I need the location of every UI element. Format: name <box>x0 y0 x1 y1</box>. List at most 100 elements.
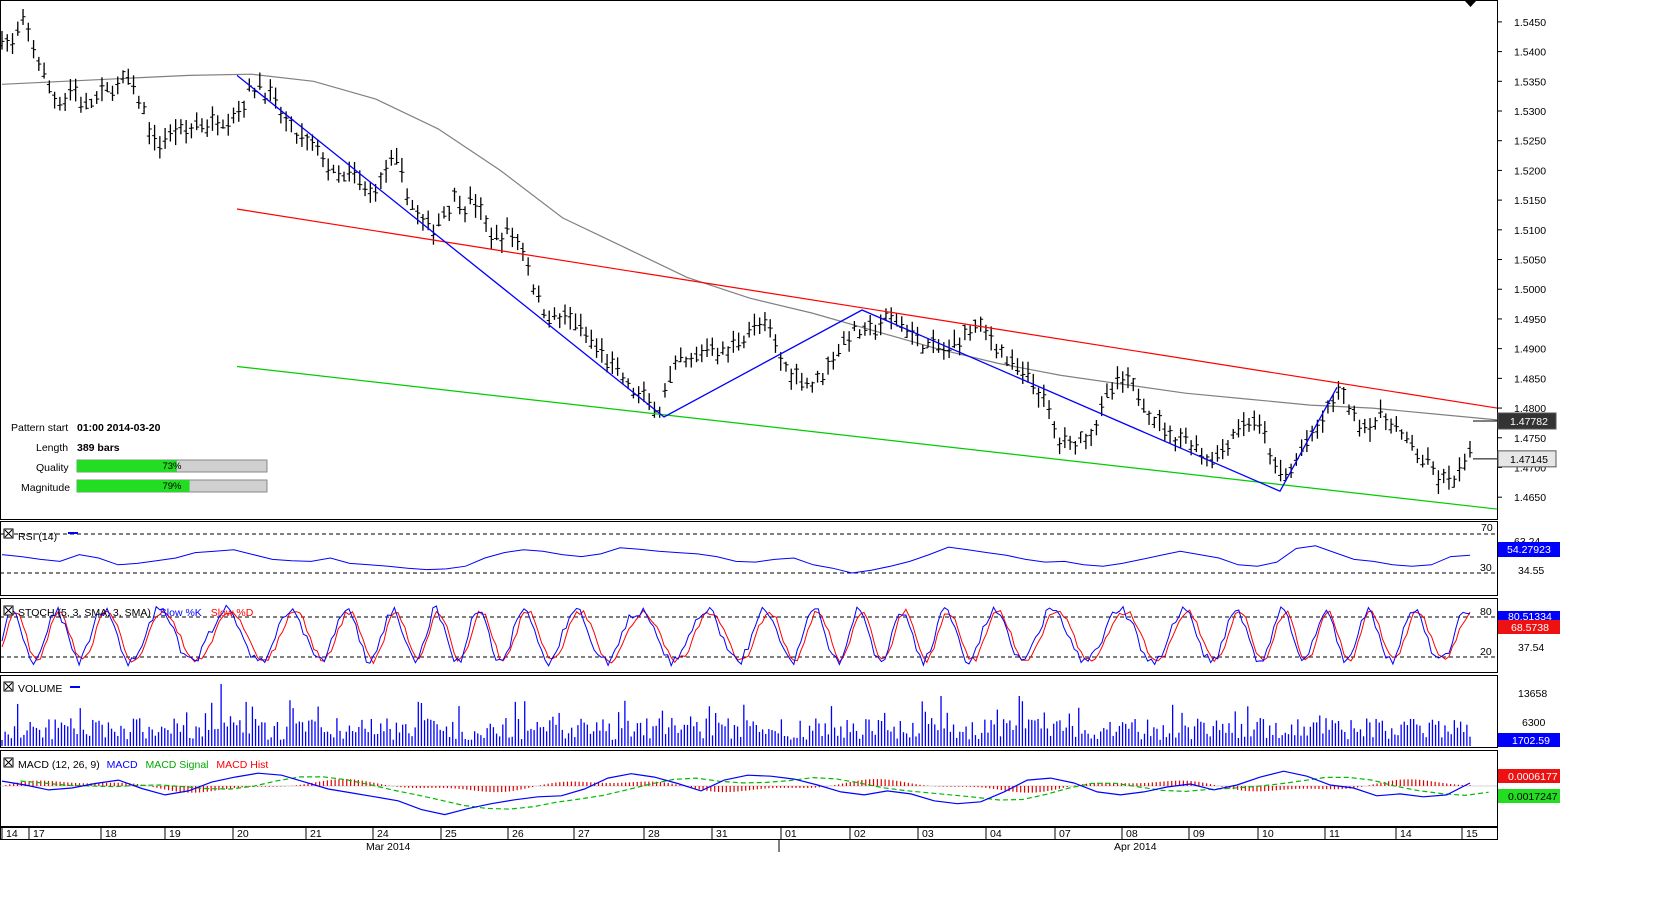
macd-panel: MACD (12, 26, 9) MACD MACD Signal MACD H… <box>0 757 1560 816</box>
price-tick-label: 1.4650 <box>1514 492 1546 504</box>
volume-tick-low: 6300 <box>1522 717 1546 729</box>
magnitude-label: Magnitude <box>21 482 70 494</box>
magnitude-value: 79% <box>162 481 182 492</box>
price-tick-label: 1.4950 <box>1514 314 1546 326</box>
stoch-panel: STOCH (5, 3, SMA, 3, SMA) Slow %K Slow %… <box>0 604 1560 668</box>
rsi-level-30: 30 <box>1480 562 1492 574</box>
quality-label: Quality <box>36 462 69 474</box>
zigzag-line <box>236 74 1338 493</box>
rsi-close-icon-cross <box>4 529 13 538</box>
time-tick-label: 24 <box>377 828 389 840</box>
length-label: Length <box>36 442 68 454</box>
time-tick-label: 19 <box>169 828 181 840</box>
price-tick-label: 1.4900 <box>1514 344 1546 356</box>
price-tick-label: 1.4850 <box>1514 373 1546 385</box>
time-tick-label: 17 <box>33 828 45 840</box>
stoch-d-last: 68.5738 <box>1511 622 1549 634</box>
time-tick-label: 25 <box>445 828 457 840</box>
stoch-level-20: 20 <box>1480 646 1492 658</box>
price-tick-label: 1.4750 <box>1514 433 1546 445</box>
price-marker-box <box>1497 450 1557 468</box>
time-tick-label: 20 <box>237 828 249 840</box>
stoch-k-path <box>1 604 1471 668</box>
time-tick-label: 27 <box>578 828 590 840</box>
volume-close-icon-cross <box>4 682 13 691</box>
macd-label-row: MACD (12, 26, 9) MACD MACD Signal MACD H… <box>18 759 268 771</box>
stoch-level-80: 80 <box>1480 606 1492 618</box>
price-bars <box>0 8 1473 494</box>
time-tick-label: 15 <box>1466 828 1478 840</box>
time-tick-label: 01 <box>785 828 797 840</box>
price-tick-label: 1.5150 <box>1514 195 1546 207</box>
price-marker-label: 1.47782 <box>1510 416 1548 428</box>
time-tick-label: 14 <box>1400 828 1412 840</box>
macd-path <box>1 770 1471 816</box>
pattern-start-label: Pattern start <box>11 422 68 434</box>
month-label: Mar 2014 <box>366 841 411 853</box>
support-line <box>236 365 1498 510</box>
stoch-label: STOCH (5, 3, SMA, 3, SMA) <box>18 607 151 619</box>
price-axis: 1.5450 1.5400 1.5350 1.5300 1.5250 1.5200 1.51… <box>1497 17 1546 504</box>
moving-average-path <box>1 73 1498 421</box>
rsi-last-value: 54.27923 <box>1507 544 1551 556</box>
volume-tick-high: 13658 <box>1518 688 1547 700</box>
rsi-last-marker <box>1498 542 1560 557</box>
resistance-line <box>236 208 1498 409</box>
macd-signal-marker <box>1498 789 1560 803</box>
stoch-extra-tick: 37.54 <box>1518 642 1544 654</box>
time-axis: 14 17 18 19 20 21 24 25 26 27 28 31 01 02 03 04 07 08 09 10… <box>1 828 1478 853</box>
magnitude-bar-fill <box>77 480 190 492</box>
volume-last-marker <box>1498 733 1560 747</box>
time-tick-label: 08 <box>1126 828 1138 840</box>
month-label: Apr 2014 <box>1114 841 1157 853</box>
time-tick-label: 18 <box>105 828 117 840</box>
volume-panel: VOLUME 13658 6300 1702.59 <box>1 681 1560 747</box>
price-tick-label: 1.4800 <box>1514 403 1546 415</box>
time-tick-label: 14 <box>6 828 18 840</box>
stoch-k-marker <box>1498 611 1560 621</box>
time-tick-label: 02 <box>854 828 866 840</box>
collapse-arrow-icon[interactable] <box>1465 1 1476 7</box>
price-tick-label: 1.5000 <box>1514 284 1546 296</box>
price-marker-label: 1.47145 <box>1510 454 1548 466</box>
time-tick-label: 03 <box>922 828 934 840</box>
time-tick-label: 09 <box>1193 828 1205 840</box>
volume-label: VOLUME <box>18 683 62 695</box>
time-tick-label: 04 <box>990 828 1002 840</box>
macd-label: MACD (12, 26, 9) <box>18 759 100 771</box>
moving-average-line <box>1 73 1498 421</box>
time-tick-label: 26 <box>512 828 524 840</box>
time-tick-label: 31 <box>716 828 728 840</box>
price-tick-label: 1.5200 <box>1514 165 1546 177</box>
time-tick-label: 21 <box>310 828 322 840</box>
macd-close-icon-cross <box>4 758 13 767</box>
stoch-d-label: Slow %D <box>211 607 254 619</box>
rsi-level-70: 70 <box>1481 522 1493 534</box>
price-tick-label: 1.5350 <box>1514 76 1546 88</box>
macd-signal-label: MACD Signal <box>145 759 208 771</box>
price-tick-label: 1.5400 <box>1514 47 1546 59</box>
time-tick-label: 07 <box>1059 828 1071 840</box>
rsi-path <box>1 545 1471 574</box>
rsi-label: RSI (14) <box>18 531 57 543</box>
quality-value: 73% <box>162 461 182 472</box>
rsi-extra-tick: 34.55 <box>1518 565 1544 577</box>
length-value: 389 bars <box>77 442 120 454</box>
rsi-panel: RSI (14) 70 63.24 54.27923 30 34.55 <box>0 522 1560 577</box>
price-tick-label: 1.5050 <box>1514 255 1546 267</box>
quality-bar-fill <box>77 460 177 472</box>
panel-frames <box>0 0 1498 840</box>
price-tick-label: 1.5450 <box>1514 17 1546 29</box>
stoch-d-marker <box>1498 620 1560 634</box>
macd-signal-value: 0.0017247 <box>1508 791 1558 803</box>
price-tick-label: 1.5250 <box>1514 136 1546 148</box>
time-tick-label: 11 <box>1329 828 1340 840</box>
time-tick-label: 10 <box>1262 828 1274 840</box>
macd-line-label: MACD <box>107 759 138 771</box>
macd-last-value: 0.0006177 <box>1508 771 1558 783</box>
macd-lines <box>0 770 1497 816</box>
price-marker-box <box>1497 412 1557 430</box>
stoch-label-row: STOCH (5, 3, SMA, 3, SMA) Slow %K Slow %… <box>18 607 254 619</box>
macd-last-marker <box>1498 769 1560 783</box>
